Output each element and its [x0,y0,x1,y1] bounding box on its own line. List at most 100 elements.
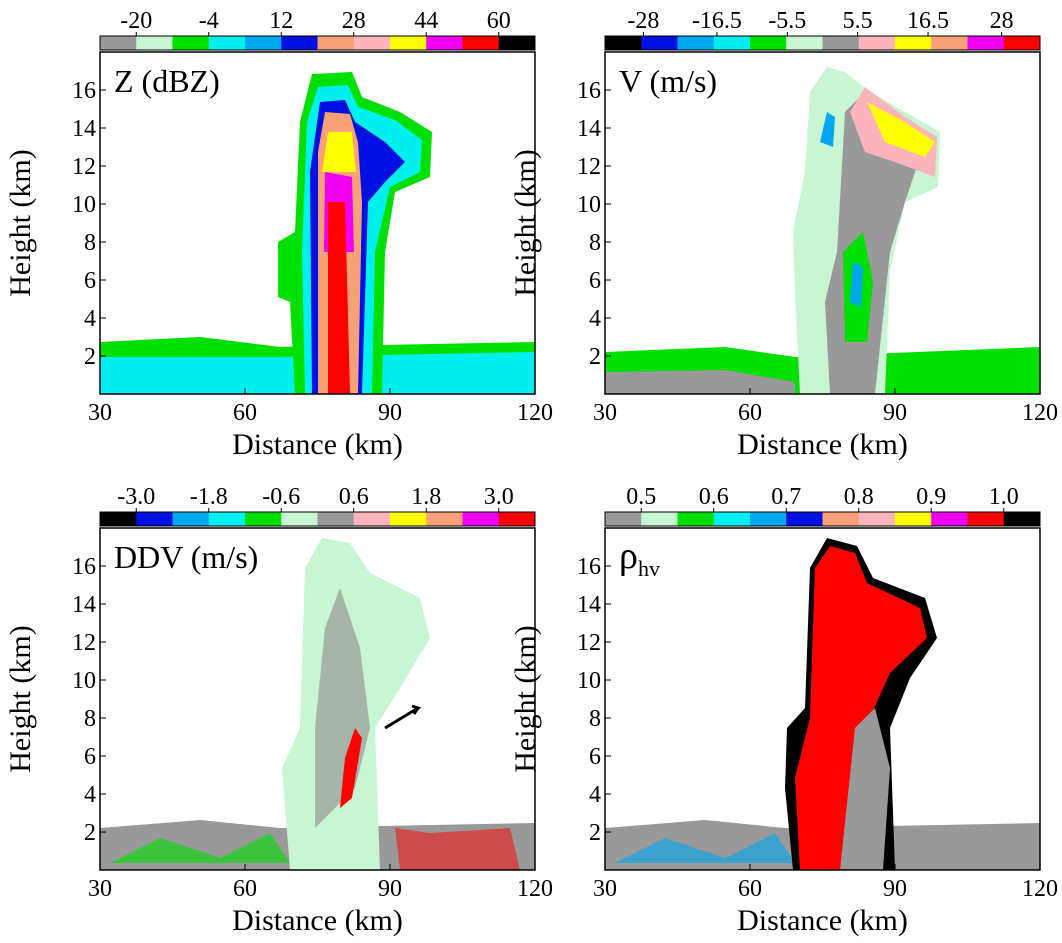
y-tick-label: 16 [72,554,96,580]
colorbar-swatch [677,36,715,50]
colorbar-tick-label: 16.5 [907,8,949,34]
colorbar-tick-label: 5.5 [843,8,873,34]
y-tick-label: 2 [84,820,96,846]
colorbar-swatch [931,36,968,50]
colorbar-swatch [208,36,246,50]
panel-title-text: V (m/s) [619,63,717,99]
colorbar-swatch [967,36,1005,50]
colorbar-swatch [605,36,642,50]
x-tick-label: 120 [1022,400,1058,426]
y-tick-label: 2 [589,344,601,370]
y-axis-label: Height (km) [4,149,37,296]
colorbar-swatch [641,512,678,526]
y-tick-label: 12 [72,154,96,180]
colorbar-swatch [605,512,642,526]
colorbar-swatch [786,36,823,50]
storm-image [605,538,1040,870]
colorbar-frame [99,511,536,527]
colorbar-tick-label: -0.6 [262,484,300,510]
colorbar-tick-label: -28 [627,8,659,34]
colorbar-swatch [426,512,463,526]
colorbar-tick-label: -16.5 [692,8,742,34]
colorbar-tick-label: 3.0 [484,484,514,510]
storm-image [605,67,1040,394]
x-axis-label: Distance (km) [232,904,403,937]
colorbar-swatch [498,512,536,526]
colorbar-swatch [498,36,536,50]
colorbar-swatch [786,512,823,526]
y-tick-label: 2 [589,820,601,846]
colorbar-tick-label: 28 [990,8,1014,34]
colorbar-swatch [462,512,500,526]
y-tick-label: 16 [577,554,601,580]
colorbar-tick-label: 0.7 [771,484,801,510]
colorbar-swatch [281,512,318,526]
plot-frame [99,51,536,395]
y-tick-label: 16 [577,78,601,104]
x-tick-label: 60 [233,400,257,426]
panel-title: V (m/s) [619,63,717,99]
colorbar-tick-label: -5.5 [768,8,806,34]
colorbar-swatch [100,36,137,50]
colorbar-tick-label: 1.0 [989,484,1019,510]
x-tick-label: 30 [593,876,617,902]
colorbar-swatch [713,36,751,50]
y-tick-label: 10 [72,668,96,694]
colorbar-tick-label: 0.9 [916,484,946,510]
x-tick-label: 60 [738,876,762,902]
y-tick-label: 6 [589,268,601,294]
x-tick-label: 90 [883,876,907,902]
colorbar-swatch [172,36,210,50]
colorbar-swatch [426,36,463,50]
y-tick-label: 6 [84,744,96,770]
plot-frame [604,51,1041,395]
colorbar-swatch [245,512,282,526]
colorbar-swatch [713,512,751,526]
colorbar-tick-label: -4 [199,8,219,34]
panel-title: Z (dBZ) [114,63,220,99]
colorbar-tick-label: 0.6 [339,484,369,510]
y-tick-label: 4 [589,306,601,332]
colorbar-frame [604,35,1041,51]
y-tick-label: 12 [577,154,601,180]
colorbar-tick-label: 28 [342,8,366,34]
colorbar-swatch [750,512,787,526]
colorbar-tick-label: 0.5 [626,484,656,510]
y-tick-label: 4 [84,782,96,808]
y-tick-label: 4 [589,782,601,808]
colorbar-swatch [390,512,427,526]
colorbar-swatch [353,36,391,50]
x-tick-label: 90 [883,400,907,426]
colorbar-tick-label: 60 [487,8,511,34]
colorbar-swatch [895,512,932,526]
colorbar-tick-label: -20 [120,8,152,34]
colorbar-swatch [858,36,896,50]
y-tick-label: 8 [589,706,601,732]
colorbar-swatch [967,512,1005,526]
x-tick-label: 90 [378,400,402,426]
colorbar-swatch [641,36,678,50]
panel-title: ρhv [619,535,660,581]
y-tick-label: 14 [577,116,601,142]
y-tick-label: 8 [84,230,96,256]
y-tick-label: 14 [577,592,601,618]
x-axis-label: Distance (km) [232,428,403,461]
colorbar-swatch [317,512,355,526]
plot-frame [604,527,1041,871]
x-tick-label: 120 [1022,876,1058,902]
colorbar-frame [604,511,1041,527]
y-axis-label: Height (km) [509,625,542,772]
storm-image [100,72,535,394]
colorbar-swatch [172,512,210,526]
colorbar-swatch [208,512,246,526]
colorbar-swatch [390,36,427,50]
x-tick-label: 90 [378,876,402,902]
colorbar-swatch [462,36,500,50]
colorbar-tick-label: 44 [414,8,438,34]
colorbar-tick-label: 0.8 [844,484,874,510]
panel-title-subscript: hv [638,556,660,581]
x-tick-label: 30 [88,400,112,426]
x-tick-label: 60 [233,876,257,902]
colorbar-tick-label: -3.0 [117,484,155,510]
